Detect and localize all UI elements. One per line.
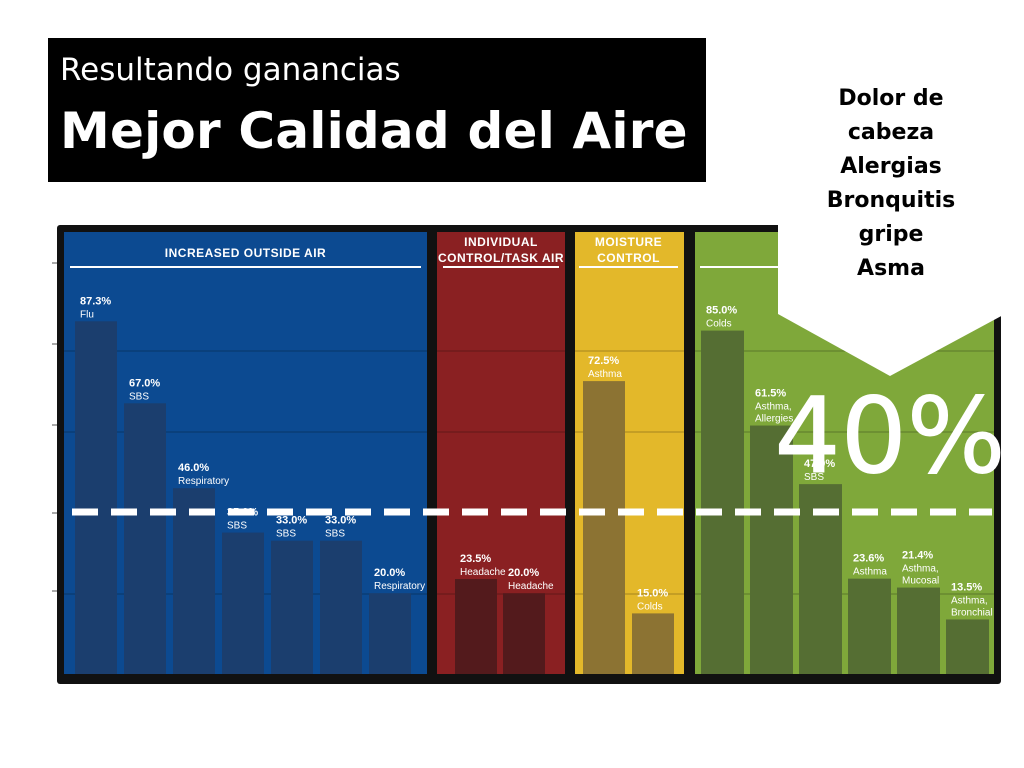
bar-sub-label: Asthma <box>853 567 887 578</box>
bar-sub-label: Bronchial <box>951 607 993 618</box>
bar <box>271 540 313 674</box>
bar-sub-label: Allergies <box>755 414 793 425</box>
bar <box>173 488 215 674</box>
bar-sub-label: Colds <box>706 319 732 330</box>
panel-separator <box>688 225 695 684</box>
y-tick-mark <box>52 424 57 426</box>
bar-sub-label: Respiratory <box>374 581 425 592</box>
slide-subtitle: Resultando ganancias <box>60 52 401 88</box>
bar-sub-label: SBS <box>276 529 296 540</box>
bar-sub-label: Headache <box>460 567 506 578</box>
bar <box>222 532 264 674</box>
bar-sub-label: SBS <box>804 472 824 483</box>
panel-separator <box>430 225 437 684</box>
big-percent-label: 40% <box>774 375 1005 497</box>
bar-sub-label: SBS <box>325 529 345 540</box>
bar-value-label: 23.6% <box>853 553 884 565</box>
bar-value-label: 23.5% <box>460 553 491 565</box>
bar-value-label: 13.5% <box>951 581 982 593</box>
bar <box>897 587 940 674</box>
panel-header-1: CONTROL/TASK AIR <box>438 251 564 265</box>
bar-value-label: 20.0% <box>508 567 539 579</box>
bar <box>75 321 117 674</box>
callout-text: Dolor de cabeza Alergias Bronquitis grip… <box>810 82 972 286</box>
bar-sub-label: SBS <box>227 521 247 532</box>
bar-value-label: 87.3% <box>80 295 111 307</box>
callout-line: Alergias <box>840 154 942 179</box>
bar <box>455 579 497 674</box>
y-tick-mark <box>52 590 57 592</box>
bar <box>632 613 674 674</box>
bar <box>750 425 793 674</box>
callout-line: Bronquitis <box>826 188 956 213</box>
bar-value-label: 61.5% <box>755 388 786 400</box>
y-tick-mark <box>52 262 57 264</box>
bar <box>583 381 625 674</box>
bar <box>799 484 842 674</box>
callout-shape <box>778 200 1005 376</box>
bar <box>503 593 545 674</box>
callout-line: Dolor de <box>838 86 944 111</box>
panel-header-2: MOISTURE <box>595 235 662 249</box>
title-box: Resultando ganancias Mejor Calidad del A… <box>48 38 706 182</box>
bar-value-label: 33.0% <box>276 515 307 527</box>
bar-sub-label: Mucosal <box>902 576 939 587</box>
y-tick-mark <box>52 343 57 345</box>
panel-header-2: CONTROL <box>597 251 660 265</box>
callout-line: cabeza <box>847 120 935 145</box>
bar-sub-label: Asthma <box>588 369 622 380</box>
bar-value-label: 15.0% <box>637 587 668 599</box>
bar-value-label: 21.4% <box>902 550 933 562</box>
bar-sub-label: SBS <box>129 391 149 402</box>
panel-separator <box>568 225 575 684</box>
bar <box>124 403 166 674</box>
y-tick-mark <box>52 512 57 514</box>
bar-sub-label: Respiratory <box>178 476 229 487</box>
bar-sub-label: Colds <box>637 601 663 612</box>
bar-sub-label: Headache <box>508 581 554 592</box>
bar-value-label: 47.0% <box>804 458 835 470</box>
callout-line: gripe <box>858 222 924 247</box>
bar <box>320 540 362 674</box>
bar-value-label: 85.0% <box>706 305 737 317</box>
bar-value-label: 46.0% <box>178 462 209 474</box>
bar <box>369 593 411 674</box>
bar-value-label: 20.0% <box>374 567 405 579</box>
callout-line: Asma <box>857 256 925 281</box>
bar <box>946 619 989 674</box>
bar-sub-label: Asthma, <box>951 595 988 606</box>
bar-sub-label: Asthma, <box>902 564 939 575</box>
bar-value-label: 33.0% <box>325 515 356 527</box>
slide-title: Mejor Calidad del Aire <box>60 102 688 160</box>
bar-sub-label: Flu <box>80 309 94 320</box>
bar-sub-label: Asthma, <box>755 402 792 413</box>
bar-value-label: 67.0% <box>129 377 160 389</box>
panel-header-0: INCREASED OUTSIDE AIR <box>165 246 326 260</box>
bar <box>848 578 891 674</box>
bar <box>701 330 744 674</box>
bar-value-label: 72.5% <box>588 355 619 367</box>
panel-header-1: INDIVIDUAL <box>464 235 538 249</box>
